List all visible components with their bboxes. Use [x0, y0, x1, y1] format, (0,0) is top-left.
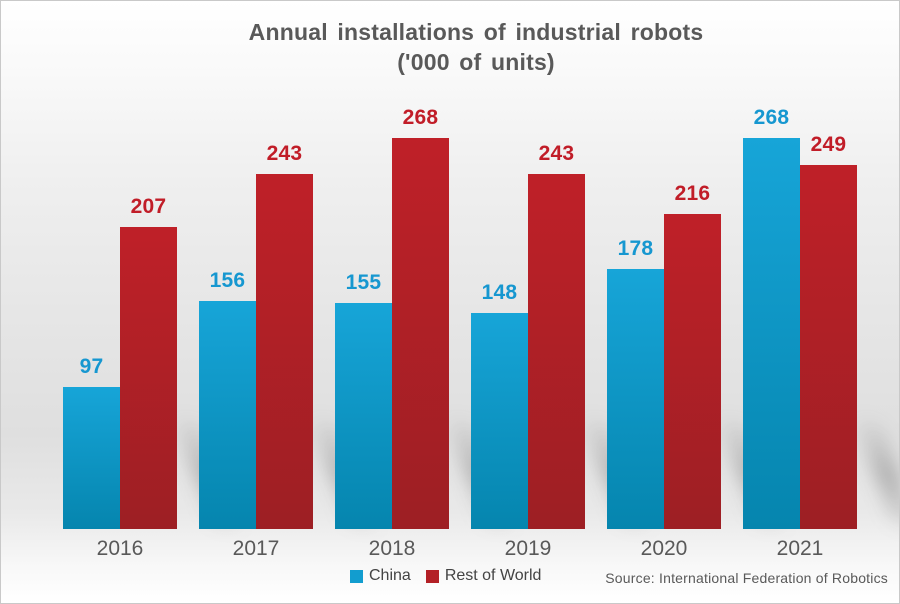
bar-china-2016 — [63, 387, 120, 529]
x-axis-label-2019: 2019 — [504, 537, 552, 560]
value-label-rest-of-world-2021: 249 — [810, 133, 847, 156]
legend-item-rest-of-world: Rest of World — [425, 567, 542, 585]
legend-swatch-rest-of-world-icon — [425, 569, 439, 583]
x-axis-label-2021: 2021 — [776, 537, 824, 560]
legend-label-china: China — [369, 567, 411, 584]
legend-item-china: China — [350, 567, 411, 585]
value-label-rest-of-world-2018: 268 — [402, 106, 439, 129]
value-label-rest-of-world-2016: 207 — [130, 195, 167, 218]
bar-rest-of-world-2016 — [120, 227, 177, 529]
bar-group-2021: 268 249 — [743, 1, 899, 529]
value-label-rest-of-world-2019: 243 — [538, 142, 575, 165]
legend-label-rest-of-world: Rest of World — [444, 567, 542, 584]
value-label-china-2017: 156 — [209, 269, 246, 292]
bar-china-2017 — [199, 301, 256, 529]
x-axis-label-2016: 2016 — [96, 537, 144, 560]
bar-china-2019 — [471, 313, 528, 529]
value-label-china-2018: 155 — [345, 271, 382, 294]
bar-china-2021 — [743, 138, 800, 529]
bar-rest-of-world-2017 — [256, 174, 313, 529]
bar-group-2019: 148 243 — [471, 1, 645, 529]
bar-rest-of-world-2018 — [392, 138, 449, 529]
x-axis-label-2018: 2018 — [368, 537, 416, 560]
bar-china-2018 — [335, 303, 392, 529]
value-label-china-2021: 268 — [753, 106, 790, 129]
value-label-china-2016: 97 — [79, 355, 104, 378]
source-note: Source: International Federation of Robo… — [605, 570, 888, 586]
chart-title: Annual installations of industrial robot… — [248, 19, 704, 45]
bar-group-2016: 97 207 — [63, 1, 237, 529]
bar-group-2017: 156 243 — [199, 1, 373, 529]
chart-subtitle: ('000 of units) — [397, 49, 555, 75]
legend: China Rest of World — [350, 567, 541, 585]
value-label-china-2020: 178 — [617, 237, 654, 260]
x-axis-label-2017: 2017 — [232, 537, 280, 560]
bar-rest-of-world-2021 — [800, 165, 857, 529]
value-label-rest-of-world-2017: 243 — [266, 142, 303, 165]
x-axis-label-2020: 2020 — [640, 537, 688, 560]
bar-china-2020 — [607, 269, 664, 529]
bar-group-2020: 178 216 — [607, 1, 781, 529]
bar-group-2018: 155 268 — [335, 1, 509, 529]
value-label-rest-of-world-2020: 216 — [674, 182, 711, 205]
bar-shadow — [855, 415, 899, 525]
legend-swatch-china-icon — [350, 569, 363, 583]
chart-title-block: Annual installations of industrial robot… — [1, 17, 899, 77]
value-label-china-2019: 148 — [481, 281, 518, 304]
bar-rest-of-world-2020 — [664, 214, 721, 529]
bar-rest-of-world-2019 — [528, 174, 585, 529]
